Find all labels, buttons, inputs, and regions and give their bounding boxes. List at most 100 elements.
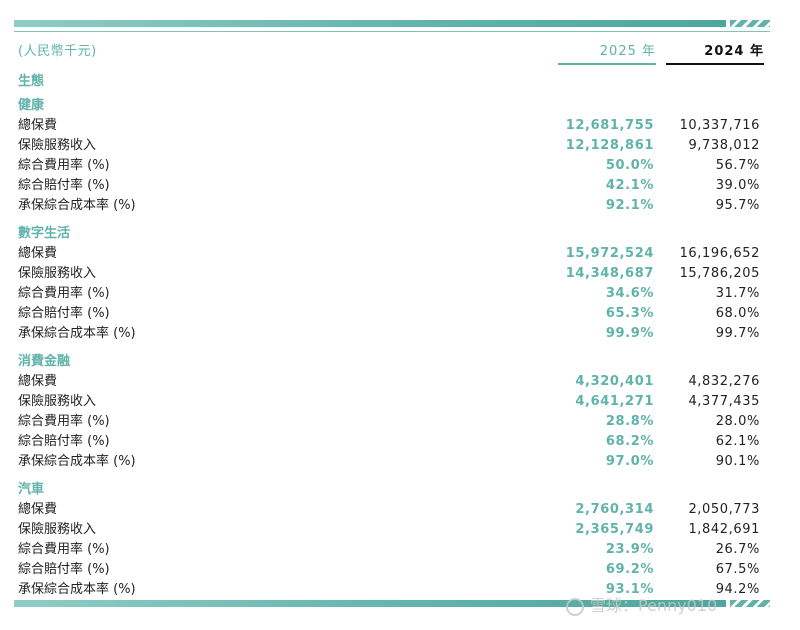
value-2025: 68.2% <box>605 434 654 449</box>
value-2024: 95.7% <box>715 198 760 213</box>
top-thin-rule <box>14 31 770 32</box>
ecosystem-title: 生態 <box>18 74 45 89</box>
table-row: 總保費 12,681,755 10,337,716 <box>18 116 764 136</box>
value-2025: 12,128,861 <box>565 138 654 153</box>
table-row: 保險服務收入 2,365,749 1,842,691 <box>18 520 764 540</box>
value-2025: 2,760,314 <box>575 502 654 517</box>
table-row: 綜合賠付率 (%) 65.3% 68.0% <box>18 304 764 324</box>
segment-block: 汽車總保費 2,760,314 2,050,773 保險服務收入 2,365,749 1,… <box>18 480 764 600</box>
table-row: 保險服務收入 4,641,271 4,377,435 <box>18 392 764 412</box>
column-header-2025: 2025 年 <box>558 40 656 65</box>
segment-block: 健康總保費 12,681,755 10,337,716 保險服務收入 12,128,86… <box>18 96 764 216</box>
table-row: 總保費 15,972,524 16,196,652 <box>18 244 764 264</box>
watermark-text: 雪球：Penny010 <box>590 596 718 615</box>
row-label: 總保費 <box>18 374 58 389</box>
table-row: 綜合賠付率 (%) 42.1% 39.0% <box>18 176 764 196</box>
bottom-decorative-bar <box>14 600 726 607</box>
table-row: 承保綜合成本率 (%) 99.9% 99.7% <box>18 324 764 344</box>
segment-block: 數字生活總保費 15,972,524 16,196,652 保險服務收入 14,348,… <box>18 224 764 344</box>
top-stripe-pattern <box>730 20 770 27</box>
value-2024: 15,786,205 <box>679 266 760 281</box>
table-row: 總保費 2,760,314 2,050,773 <box>18 500 764 520</box>
row-label: 綜合費用率 (%) <box>18 542 110 557</box>
row-label: 綜合賠付率 (%) <box>18 178 110 193</box>
value-2024: 4,377,435 <box>688 394 760 409</box>
currency-unit: (人民幣千元) <box>18 44 97 59</box>
snowball-logo-icon <box>566 597 584 616</box>
value-2025: 4,641,271 <box>575 394 654 409</box>
value-2025: 12,681,755 <box>565 118 654 133</box>
value-2024: 1,842,691 <box>688 522 760 537</box>
segment-title: 健康 <box>18 98 45 113</box>
table-row: 綜合賠付率 (%) 69.2% 67.5% <box>18 560 764 580</box>
value-2025: 2,365,749 <box>575 522 654 537</box>
segment-title: 汽車 <box>18 482 45 497</box>
row-label: 綜合費用率 (%) <box>18 414 110 429</box>
value-2024: 68.0% <box>715 306 760 321</box>
row-label: 綜合賠付率 (%) <box>18 306 110 321</box>
value-2024: 62.1% <box>715 434 760 449</box>
segment-title: 消費金融 <box>18 354 71 369</box>
table-row: 總保費 4,320,401 4,832,276 <box>18 372 764 392</box>
value-2025: 69.2% <box>605 562 654 577</box>
value-2025: 28.8% <box>605 414 654 429</box>
watermark: 雪球：Penny010 <box>566 592 717 616</box>
value-2024: 67.5% <box>715 562 760 577</box>
value-2025: 15,972,524 <box>565 246 654 261</box>
value-2024: 16,196,652 <box>679 246 760 261</box>
value-2024: 39.0% <box>715 178 760 193</box>
row-label: 保險服務收入 <box>18 522 97 537</box>
row-label: 承保綜合成本率 (%) <box>18 326 136 341</box>
table-row: 綜合賠付率 (%) 68.2% 62.1% <box>18 432 764 452</box>
table-row: 保險服務收入 12,128,861 9,738,012 <box>18 136 764 156</box>
table-row: 綜合費用率 (%) 28.8% 28.0% <box>18 412 764 432</box>
segment-table: 健康總保費 12,681,755 10,337,716 保險服務收入 12,128,86… <box>18 96 764 608</box>
table-header: (人民幣千元) 2025 年 2024 年 <box>18 40 770 65</box>
row-label: 保險服務收入 <box>18 138 97 153</box>
value-2024: 28.0% <box>715 414 760 429</box>
table-row: 承保綜合成本率 (%) 97.0% 90.1% <box>18 452 764 472</box>
row-label: 承保綜合成本率 (%) <box>18 454 136 469</box>
segment-block: 消費金融總保費 4,320,401 4,832,276 保險服務收入 4,641,271… <box>18 352 764 472</box>
row-label: 綜合費用率 (%) <box>18 286 110 301</box>
value-2024: 4,832,276 <box>688 374 760 389</box>
row-label: 總保費 <box>18 502 58 517</box>
value-2024: 56.7% <box>715 158 760 173</box>
value-2024: 31.7% <box>715 286 760 301</box>
value-2024: 26.7% <box>715 542 760 557</box>
value-2025: 14,348,687 <box>565 266 654 281</box>
value-2024: 2,050,773 <box>688 502 760 517</box>
value-2025: 50.0% <box>605 158 654 173</box>
value-2024: 94.2% <box>715 582 760 597</box>
table-row: 綜合費用率 (%) 34.6% 31.7% <box>18 284 764 304</box>
row-label: 保險服務收入 <box>18 394 97 409</box>
value-2025: 23.9% <box>605 542 654 557</box>
table-row: 綜合費用率 (%) 23.9% 26.7% <box>18 540 764 560</box>
row-label: 總保費 <box>18 246 58 261</box>
value-2025: 4,320,401 <box>575 374 654 389</box>
table-row: 綜合費用率 (%) 50.0% 56.7% <box>18 156 764 176</box>
row-label: 承保綜合成本率 (%) <box>18 582 136 597</box>
segment-title: 數字生活 <box>18 226 71 241</box>
bottom-stripe-pattern <box>730 600 770 607</box>
value-2025: 65.3% <box>605 306 654 321</box>
top-decorative-bar <box>14 20 726 27</box>
value-2025: 93.1% <box>605 582 654 597</box>
value-2025: 34.6% <box>605 286 654 301</box>
row-label: 綜合費用率 (%) <box>18 158 110 173</box>
value-2024: 99.7% <box>715 326 760 341</box>
table-row: 承保綜合成本率 (%) 92.1% 95.7% <box>18 196 764 216</box>
value-2024: 90.1% <box>715 454 760 469</box>
value-2025: 97.0% <box>605 454 654 469</box>
value-2025: 42.1% <box>605 178 654 193</box>
value-2024: 10,337,716 <box>679 118 760 133</box>
table-row: 保險服務收入 14,348,687 15,786,205 <box>18 264 764 284</box>
row-label: 保險服務收入 <box>18 266 97 281</box>
table-row: 承保綜合成本率 (%) 93.1% 94.2% <box>18 580 764 600</box>
value-2025: 99.9% <box>605 326 654 341</box>
row-label: 綜合賠付率 (%) <box>18 562 110 577</box>
row-label: 綜合賠付率 (%) <box>18 434 110 449</box>
row-label: 總保費 <box>18 118 58 133</box>
column-header-2024: 2024 年 <box>666 40 764 65</box>
value-2025: 92.1% <box>605 198 654 213</box>
